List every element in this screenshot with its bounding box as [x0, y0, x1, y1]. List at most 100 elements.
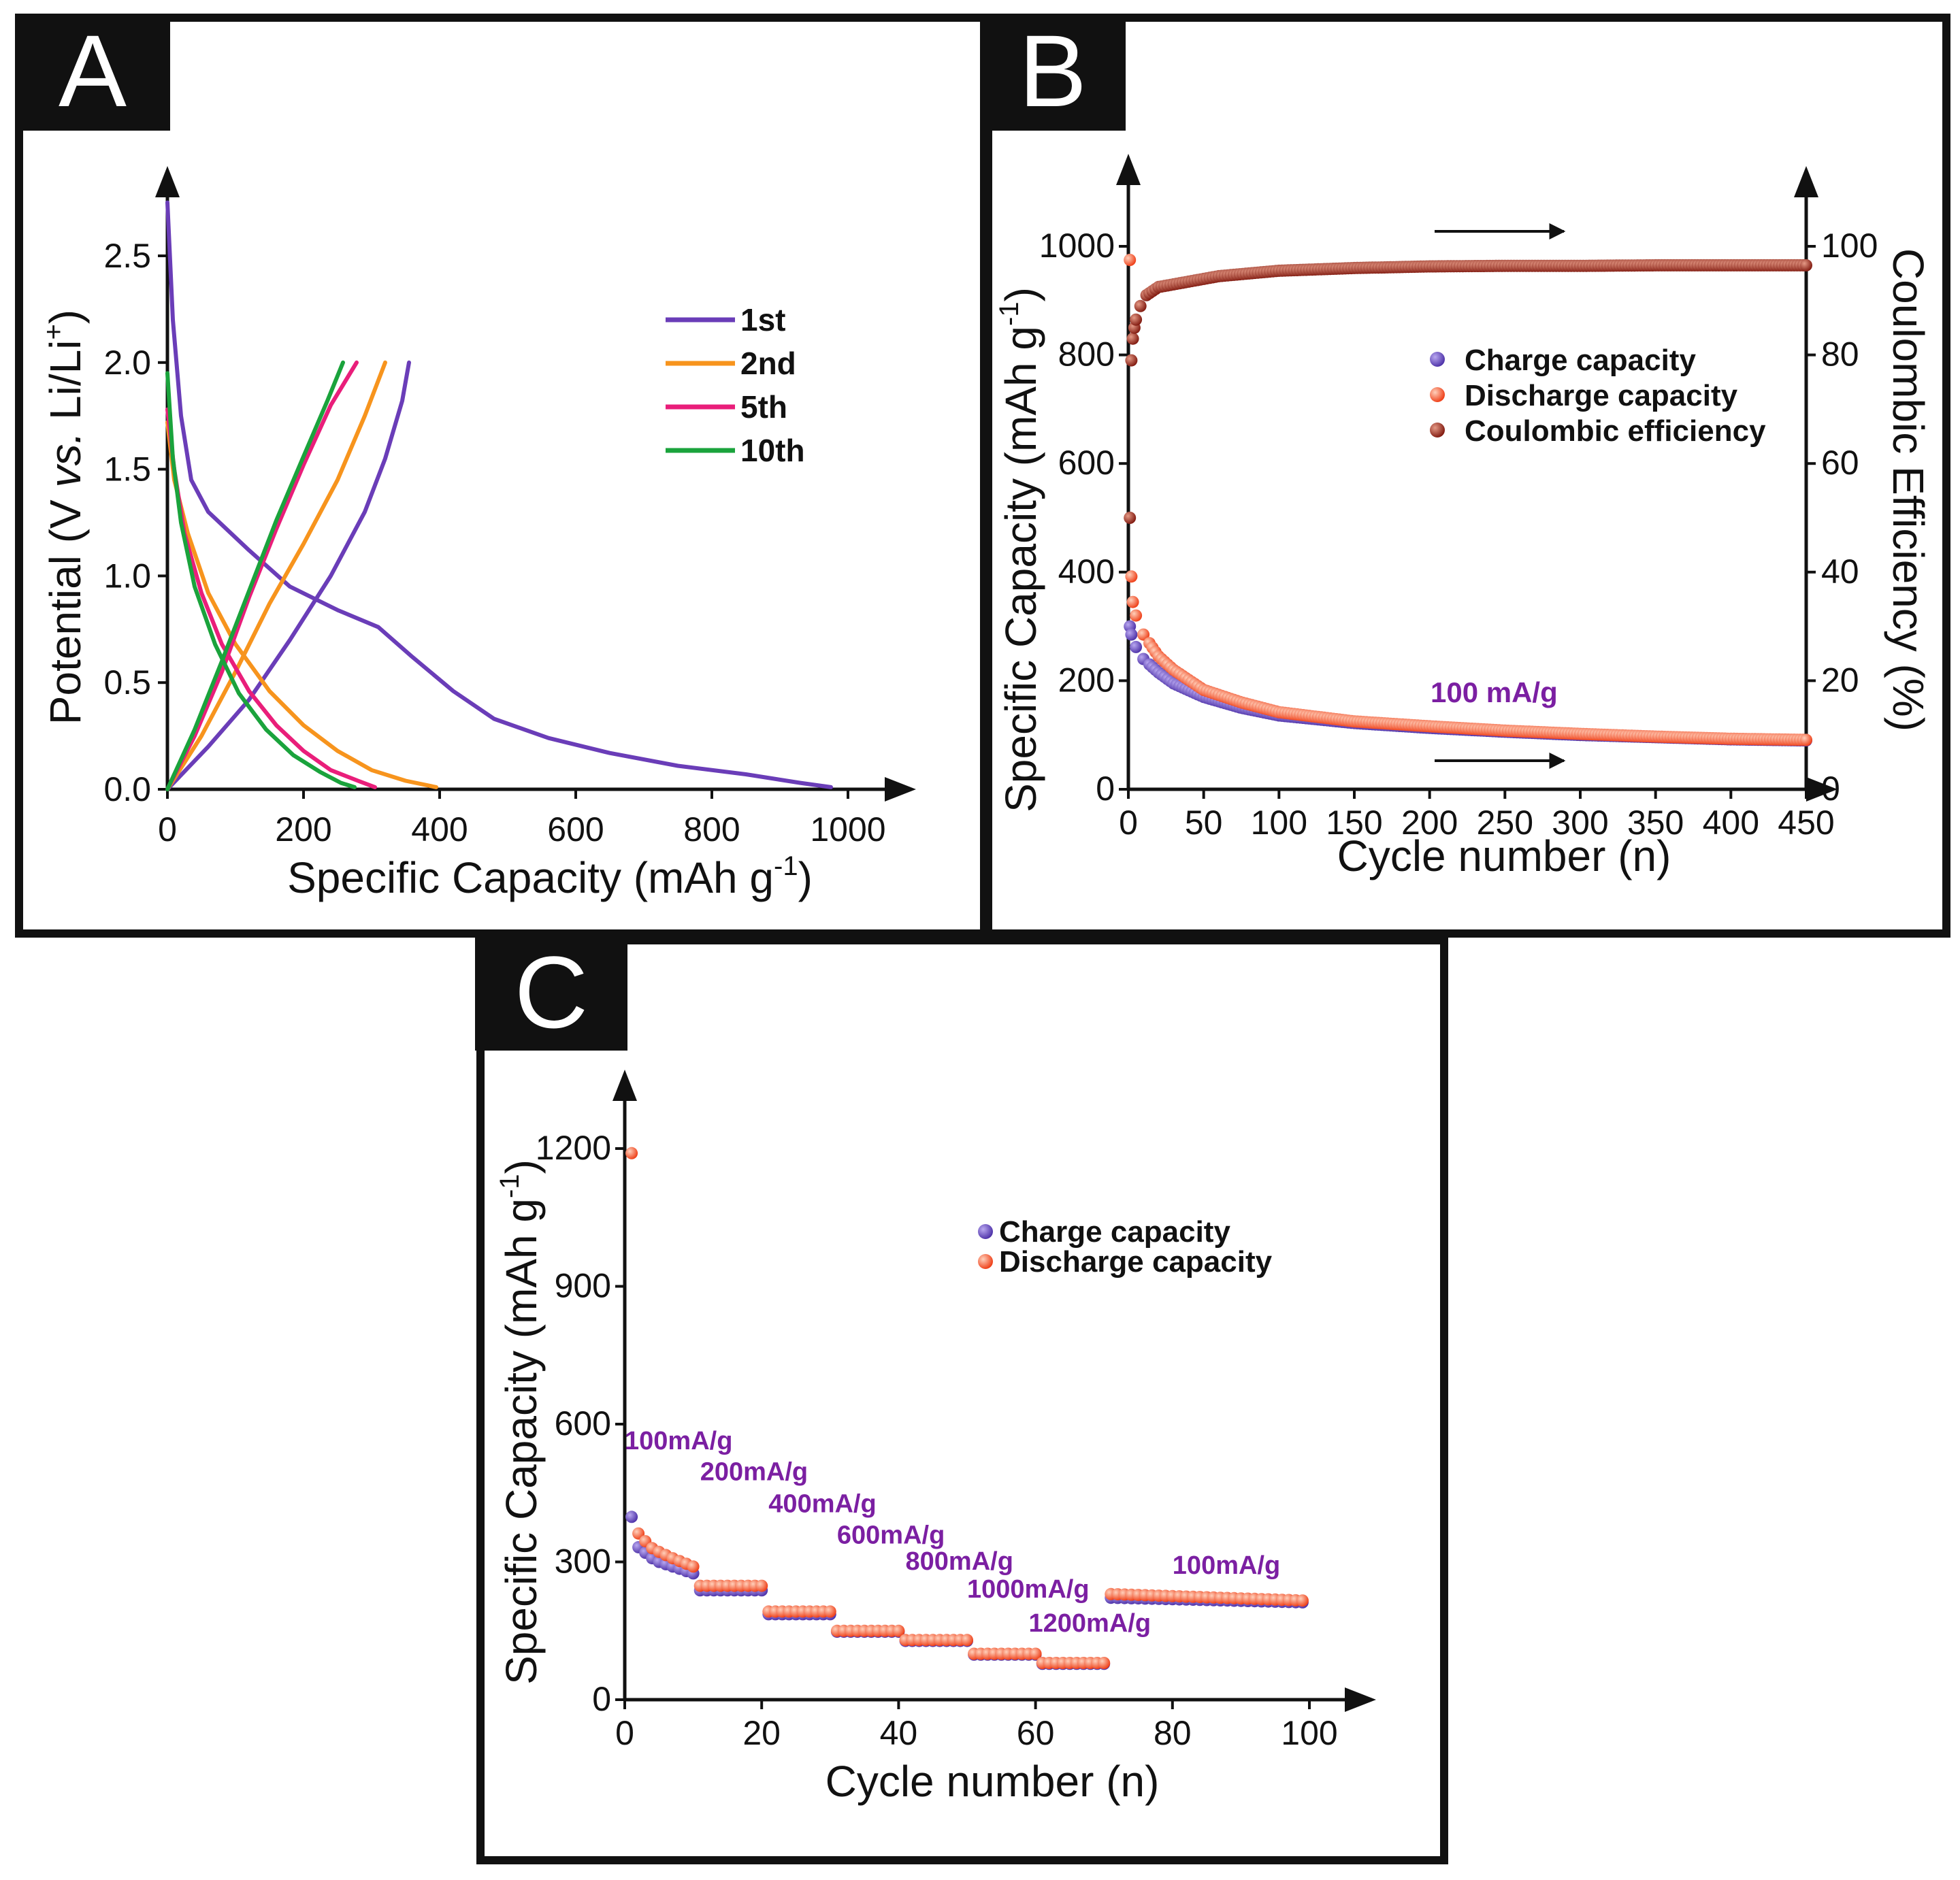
panel-b-y-tick-label: 1000: [1039, 227, 1115, 265]
panel-c-legend-label: Charge capacity: [999, 1215, 1230, 1249]
panel-c-y-tick-label: 600: [555, 1404, 611, 1442]
panel-c-legend-label: Discharge capacity: [999, 1245, 1273, 1279]
panel-c-x-tick-label: 100: [1281, 1714, 1337, 1752]
panel-b-legend-label: Coulombic efficiency: [1465, 414, 1766, 448]
panel-b-x-tick-label: 450: [1778, 804, 1834, 842]
panel-b-x-tick-label: 350: [1627, 804, 1684, 842]
panel-a-y-tick-label: 0.5: [103, 663, 151, 702]
panel-b-legend-marker-charge-capacity: [1430, 352, 1445, 367]
panel-b-frame: [984, 14, 1950, 938]
panel-c-y-tick-label: 900: [555, 1267, 611, 1305]
panel-b-series: [1124, 254, 1812, 747]
panel-a-series-1st-charge: [165, 360, 411, 791]
panel-c-y-tick-label: 1200: [536, 1129, 611, 1167]
panel-b-y-tick-label: 800: [1058, 335, 1115, 374]
panel-a-x-tick-label: 0: [158, 810, 177, 848]
panel-c-rate-label: 100mA/g: [1173, 1551, 1280, 1580]
panel-b-point-discharge-capacity: [1130, 609, 1143, 622]
panel-b-legend-marker-discharge-capacity: [1430, 387, 1445, 402]
panel-c-rate-labels: 100mA/g200mA/g400mA/g600mA/g800mA/g1000m…: [625, 1427, 1280, 1638]
panel-b-point-discharge-capacity: [1137, 628, 1150, 641]
panel-a-series: [165, 200, 833, 791]
panel-b-x-tick-label: 150: [1326, 804, 1382, 842]
panel-c-point-discharge: [625, 1147, 638, 1159]
panel-b-y-tick-label: 200: [1058, 661, 1115, 699]
panel-b-point-coulombic-efficiency: [1130, 313, 1143, 326]
panel-a-x-axis-arrow: [885, 777, 916, 802]
panel-a-label: A: [59, 14, 127, 128]
panel-a-legend-label: 10th: [740, 433, 805, 468]
panel-b-x-axis-arrow: [1806, 777, 1838, 802]
panel-c-frame: [476, 936, 1448, 1864]
panel-a-x-tick-label: 600: [547, 810, 604, 848]
panel-c-rate-label: 1000mA/g: [967, 1575, 1090, 1604]
panel-b-x-tick-label: 0: [1119, 804, 1138, 842]
panel-a-y-tick-label: 2.5: [103, 237, 151, 275]
panel-c-label-box: [475, 938, 627, 1051]
panel-c-x-tick-label: 60: [1017, 1714, 1055, 1752]
panel-a-x-tick-label: 400: [411, 810, 468, 848]
panel-b-point-coulombic-efficiency: [1800, 259, 1812, 271]
panel-b-point-charge-capacity: [1130, 640, 1143, 653]
panel-b-annotation: 100 mA/g: [1431, 676, 1558, 708]
panel-c-xlabel: Cycle number (n): [826, 1757, 1160, 1806]
panel-b-y2label: Coulombic Efficiency (%): [1884, 248, 1933, 731]
panel-b-xlabel: Cycle number (n): [1337, 831, 1671, 880]
panel-b-point-coulombic-efficiency: [1134, 299, 1147, 312]
panel-b-point-coulombic-efficiency: [1124, 512, 1137, 524]
panel-b-y2-tick-label: 80: [1821, 335, 1859, 374]
panel-a-legend-label: 1st: [740, 302, 785, 337]
panel-c-x-tick-label: 0: [615, 1714, 634, 1752]
panel-c-ylabel: Specific Capacity (mAh g-1): [495, 1159, 546, 1685]
panel-a-xlabel: Specific Capacity (mAh g-1): [287, 851, 813, 902]
panel-c-y-tick-label: 0: [592, 1680, 611, 1718]
panel-b-x-tick-label: 50: [1185, 804, 1223, 842]
panel-c-rate-label: 100mA/g: [625, 1427, 732, 1455]
panel-b-y2-tick-label: 40: [1821, 553, 1859, 591]
panel-a-series-2nd-charge: [165, 360, 387, 791]
panel-c-point-discharge: [1296, 1594, 1309, 1607]
panel-a-series-1st-discharge: [165, 200, 833, 789]
panel-b-y2-tick-label: 20: [1821, 661, 1859, 699]
panel-c-series: [625, 1147, 1309, 1670]
panel-b-legend-label: Discharge capacity: [1465, 379, 1738, 412]
panel-a-axes: 0 200 400 600 800 1000 0.0 0.5 1.0 1.5 2.0 2.5: [103, 166, 916, 848]
panel-b-label-box: [980, 14, 1126, 131]
panel-c-rate-label: 1200mA/g: [1029, 1609, 1152, 1638]
panel-a-x-tick-label: 1000: [810, 810, 885, 848]
panel-c-x-axis-arrow: [1345, 1687, 1376, 1712]
panel-b-x-tick-label: 100: [1251, 804, 1307, 842]
panel-b-point-discharge-capacity: [1800, 733, 1812, 746]
panel-b-y2-tick-label: 0: [1821, 770, 1840, 808]
panel-c-axes: 0 20 40 60 80 100 0 300 600 900 1200: [536, 1070, 1376, 1752]
panel-b-y2-tick-label: 60: [1821, 444, 1859, 482]
panel-b-x-tick-label: 250: [1477, 804, 1533, 842]
panel-a: A 0 200 400 600 800 1000 0.0 0.5 1.0 1.5 2.0 2.5 1s…: [15, 14, 988, 938]
panel-a-legend-label: 2nd: [740, 346, 796, 381]
panel-b-x-tick-label: 300: [1552, 804, 1608, 842]
panel-a-y-tick-label: 1.5: [103, 450, 151, 489]
panel-b-y-tick-label: 600: [1058, 444, 1115, 482]
panel-a-y-tick-label: 0.0: [103, 770, 151, 808]
panel-b-point-discharge-capacity: [1124, 254, 1137, 266]
panel-c-point-discharge: [823, 1605, 836, 1618]
panel-a-legend: 1st 2nd 5th 10th: [666, 302, 805, 468]
panel-a-y-tick-label: 2.0: [103, 344, 151, 382]
panel-c-rate-label: 800mA/g: [906, 1547, 1013, 1576]
panel-c-rate-label: 400mA/g: [768, 1490, 876, 1519]
panel-a-series-5th-charge: [165, 360, 359, 791]
panel-c-y-tick-label: 300: [555, 1543, 611, 1581]
panel-c-legend-marker-0: [978, 1224, 993, 1239]
panel-b-point-coulombic-efficiency: [1126, 332, 1139, 345]
panel-b: B 0 50 100 150 200 250 300 350 400 45002004006008…: [980, 14, 1950, 938]
panel-a-frame: [15, 14, 988, 938]
panel-a-y-axis-arrow: [155, 166, 180, 197]
panel-c-rate-label: 200mA/g: [700, 1457, 808, 1486]
panel-b-y-tick-label: 0: [1096, 770, 1115, 808]
panel-c-point-discharge: [687, 1560, 700, 1573]
panel-c-x-tick-label: 80: [1154, 1714, 1192, 1752]
panel-b-x-tick-label: 200: [1401, 804, 1458, 842]
